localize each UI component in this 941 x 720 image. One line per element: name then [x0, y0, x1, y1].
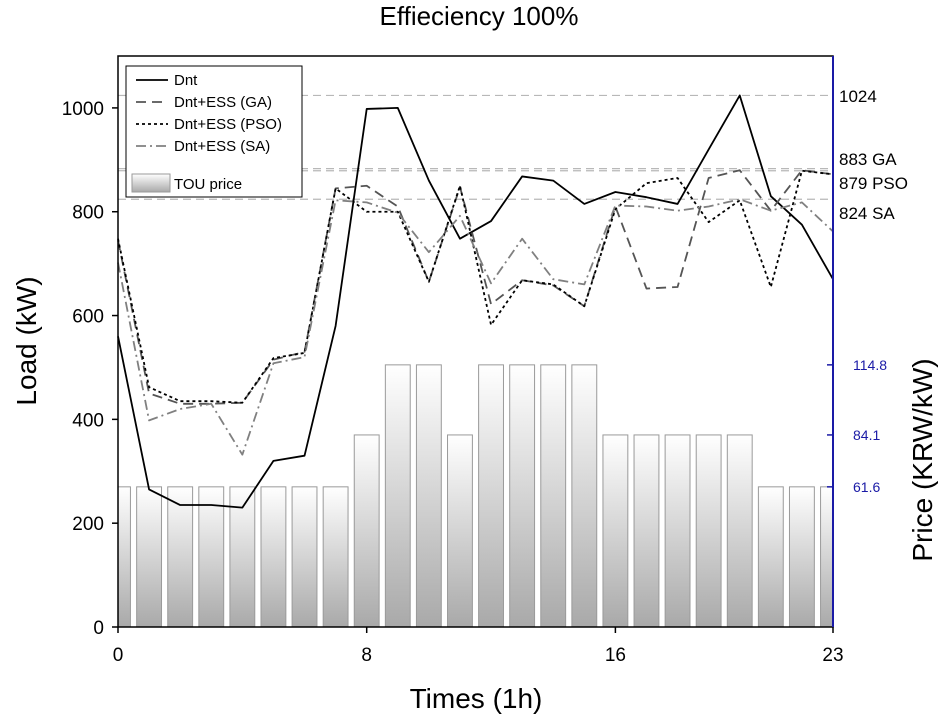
y-tick-label-3: 600 — [72, 307, 104, 328]
legend-label-bars: TOU price — [174, 176, 242, 193]
series-line-0 — [117, 94, 834, 509]
legend-items: Dnt Dnt+ESS (GA) Dnt+ESS (PSO) Dnt+ESS (SA)… — [131, 72, 282, 193]
tou-bar-16 — [602, 434, 629, 628]
x-tick-label-3: 23 — [822, 645, 843, 666]
tou-bar-21 — [757, 486, 784, 628]
tou-bar-19 — [695, 434, 722, 628]
tou-bar-9 — [384, 364, 411, 628]
price-axis-ticks: 61.6 84.1 114.8 — [827, 357, 887, 495]
y-tick-label-5: 1000 — [62, 99, 104, 120]
x-axis-title: Times (1h) — [410, 683, 543, 714]
tou-bar-2 — [167, 486, 194, 628]
tou-bar-23 — [820, 486, 834, 628]
legend-label-0: Dnt — [174, 72, 198, 89]
y-tick-label-1: 200 — [72, 514, 104, 535]
reference-label-3: 824 SA — [839, 204, 895, 223]
reference-label-1: 883 GA — [839, 150, 897, 169]
tou-bar-17 — [633, 434, 660, 628]
tou-bar-4 — [229, 486, 256, 628]
tou-bar-0 — [117, 486, 131, 628]
tou-bar-14 — [540, 364, 567, 628]
chart-title: Effieciency 100% — [380, 1, 579, 31]
price-axis-title: Price (KRW/kW) — [907, 358, 938, 561]
tou-bar-5 — [260, 486, 287, 628]
x-tick-label-2: 16 — [605, 645, 626, 666]
y-tick-label-2: 400 — [72, 410, 104, 431]
tou-bar-7 — [322, 486, 349, 628]
y-axis-ticks: 0 200 400 600 800 1000 — [62, 99, 118, 639]
tou-bar-8 — [353, 434, 380, 628]
tou-bar-13 — [509, 364, 536, 628]
tou-bar-1 — [136, 486, 163, 628]
series-lines — [117, 94, 834, 509]
tou-bar-12 — [478, 364, 504, 628]
reference-labels: 1024 883 GA 879 PSO 824 SA — [839, 87, 908, 223]
tou-bar-10 — [415, 364, 442, 628]
tou-bar-3 — [198, 486, 225, 628]
y-axis-title: Load (kW) — [11, 276, 42, 405]
legend-swatch-bars — [131, 173, 171, 193]
tou-bar-15 — [571, 364, 598, 628]
series-line-2 — [117, 169, 834, 404]
tou-bar-20 — [726, 434, 753, 628]
tou-bar-22 — [788, 486, 815, 628]
tou-bar-6 — [291, 486, 318, 628]
price-tick-label-1: 84.1 — [853, 427, 880, 443]
legend: Dnt Dnt+ESS (GA) Dnt+ESS (PSO) Dnt+ESS (SA)… — [125, 65, 303, 198]
x-axis-ticks: 0 8 16 23 — [113, 627, 844, 666]
price-tick-label-0: 61.6 — [853, 479, 880, 495]
tou-price-bars — [117, 364, 834, 628]
legend-label-2: Dnt+ESS (PSO) — [174, 116, 282, 133]
tou-bar-11 — [447, 434, 473, 628]
reference-label-0: 1024 — [839, 87, 877, 106]
legend-label-3: Dnt+ESS (SA) — [174, 138, 270, 155]
y-tick-label-4: 800 — [72, 203, 104, 224]
x-tick-label-1: 8 — [361, 645, 372, 666]
series-line-1 — [117, 169, 834, 405]
x-tick-label-0: 0 — [113, 645, 124, 666]
price-tick-label-2: 114.8 — [853, 357, 887, 373]
series-line-3 — [117, 198, 834, 456]
reference-label-2: 879 PSO — [839, 174, 908, 193]
y-tick-label-0: 0 — [93, 618, 104, 639]
legend-label-1: Dnt+ESS (GA) — [174, 94, 272, 111]
tou-bar-18 — [664, 434, 691, 628]
